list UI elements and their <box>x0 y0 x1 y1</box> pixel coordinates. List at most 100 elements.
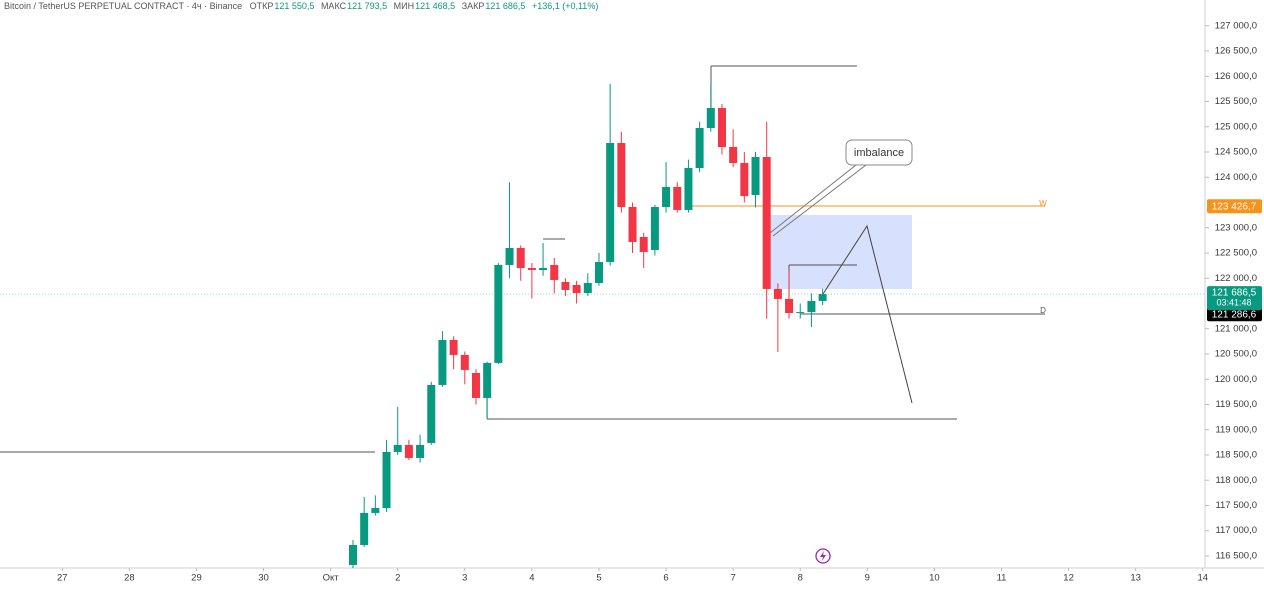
legend-key: МИН <box>393 1 415 11</box>
x-tick-label: 5 <box>596 573 601 584</box>
candle-body <box>751 156 760 195</box>
x-tick-label: 8 <box>798 573 803 584</box>
x-tick-label: 12 <box>1063 573 1074 584</box>
y-tick-label: 117 000,0 <box>1215 525 1257 536</box>
candle-body <box>572 284 581 293</box>
x-tick-label: 13 <box>1130 573 1141 584</box>
y-tick-label: 118 000,0 <box>1215 475 1257 486</box>
y-tick-label: 127 000,0 <box>1215 20 1257 31</box>
legend-value: 121 468,5 <box>415 1 456 11</box>
candle-body <box>684 168 693 210</box>
candle-body <box>796 312 805 314</box>
x-tick-label: 4 <box>529 573 534 584</box>
candle-body <box>695 128 704 169</box>
callout-text: imbalance <box>854 147 904 159</box>
candle-body <box>371 508 380 513</box>
legend-value: 121 793,5 <box>347 1 388 11</box>
weekly-label: W <box>1039 199 1047 208</box>
candle-body <box>404 444 413 458</box>
x-tick-label: 28 <box>124 573 135 584</box>
candle-body <box>539 267 548 271</box>
x-tick-label: 9 <box>865 573 870 584</box>
y-tick-label: 126 500,0 <box>1215 46 1257 57</box>
daily-label: D <box>1040 306 1046 315</box>
y-tick-label: 118 500,0 <box>1215 450 1257 461</box>
candle-body <box>438 339 447 385</box>
candle-body <box>717 108 726 147</box>
x-tick-label: 14 <box>1197 573 1208 584</box>
legend-key: ОТКР <box>249 1 274 11</box>
legend-key: МАКС <box>320 1 347 11</box>
candle-body <box>348 544 357 565</box>
y-tick-label: 122 000,0 <box>1215 273 1257 284</box>
candle-body <box>393 444 402 452</box>
candle-body <box>360 512 369 545</box>
event-icon-bolt <box>820 551 826 561</box>
candle-body <box>583 282 592 293</box>
x-tick-label: 3 <box>462 573 467 584</box>
current-price-label: 121 686,5 <box>1212 288 1257 299</box>
candle-body <box>706 108 715 129</box>
candle-body <box>729 146 738 164</box>
candle-body <box>460 354 469 370</box>
current-price-box <box>1207 286 1262 311</box>
candle-body <box>427 384 436 443</box>
candle-body <box>807 300 816 313</box>
x-tick-label: 11 <box>997 573 1007 584</box>
x-tick-label: 27 <box>57 573 68 584</box>
candle-body <box>516 247 525 268</box>
y-tick-label: 125 500,0 <box>1215 96 1257 107</box>
y-tick-label: 123 000,0 <box>1215 222 1257 233</box>
x-tick-label: Окт <box>323 573 340 584</box>
callout-line <box>769 164 857 234</box>
y-tick-label: 121 000,0 <box>1215 323 1257 334</box>
y-tick-label: 119 500,0 <box>1215 399 1257 410</box>
legend: Bitcoin / TetherUS PERPETUAL CONTRACT · … <box>4 1 602 11</box>
symbol-title: Bitcoin / TetherUS PERPETUAL CONTRACT · … <box>4 1 243 11</box>
y-tick-label: 116 500,0 <box>1215 550 1257 561</box>
y-tick-label: 120 000,0 <box>1215 374 1257 385</box>
y-tick-label: 124 500,0 <box>1215 147 1257 158</box>
candle-body <box>527 267 536 271</box>
y-tick-label: 125 000,0 <box>1215 121 1257 132</box>
candle-body <box>550 264 559 280</box>
legend-value: 121 550,5 <box>274 1 315 11</box>
candle-body <box>673 186 682 210</box>
candle-body <box>617 143 626 207</box>
x-tick-label: 7 <box>731 573 736 584</box>
y-tick-label: 124 000,0 <box>1215 172 1257 183</box>
imbalance-zone <box>767 215 912 289</box>
price-label: 123 426,7 <box>1212 201 1257 212</box>
candle-body <box>471 372 480 398</box>
candle-body <box>449 339 458 355</box>
candle-body <box>606 143 615 262</box>
candle-body <box>561 281 570 290</box>
callout-box <box>845 139 913 166</box>
callout-line <box>772 164 867 237</box>
y-tick-label: 122 500,0 <box>1215 248 1257 259</box>
candle-body <box>785 298 794 313</box>
x-tick-label: 2 <box>395 573 400 584</box>
candle-body <box>773 288 782 299</box>
legend-change: +136,1 (+0,11%) <box>531 1 599 11</box>
legend-value: 121 686,5 <box>485 1 526 11</box>
x-tick-label: 10 <box>929 573 940 584</box>
candle-body <box>483 362 492 398</box>
price-label-box <box>1207 307 1262 322</box>
candle-body <box>818 294 827 301</box>
projection-path <box>822 224 913 404</box>
candle-body <box>762 156 771 289</box>
candle-body <box>650 206 659 250</box>
x-tick-label: 29 <box>191 573 202 584</box>
candle-body <box>740 163 749 196</box>
candle-body <box>494 264 503 363</box>
drawings: imbalance W D <box>0 65 1047 564</box>
legend-key: ЗАКР <box>461 1 485 11</box>
candle-body <box>382 451 391 509</box>
countdown: 03:41:48 <box>1216 297 1251 307</box>
y-tick-label: 119 000,0 <box>1215 424 1257 435</box>
candle-body <box>416 444 425 458</box>
candle-body <box>628 206 637 242</box>
